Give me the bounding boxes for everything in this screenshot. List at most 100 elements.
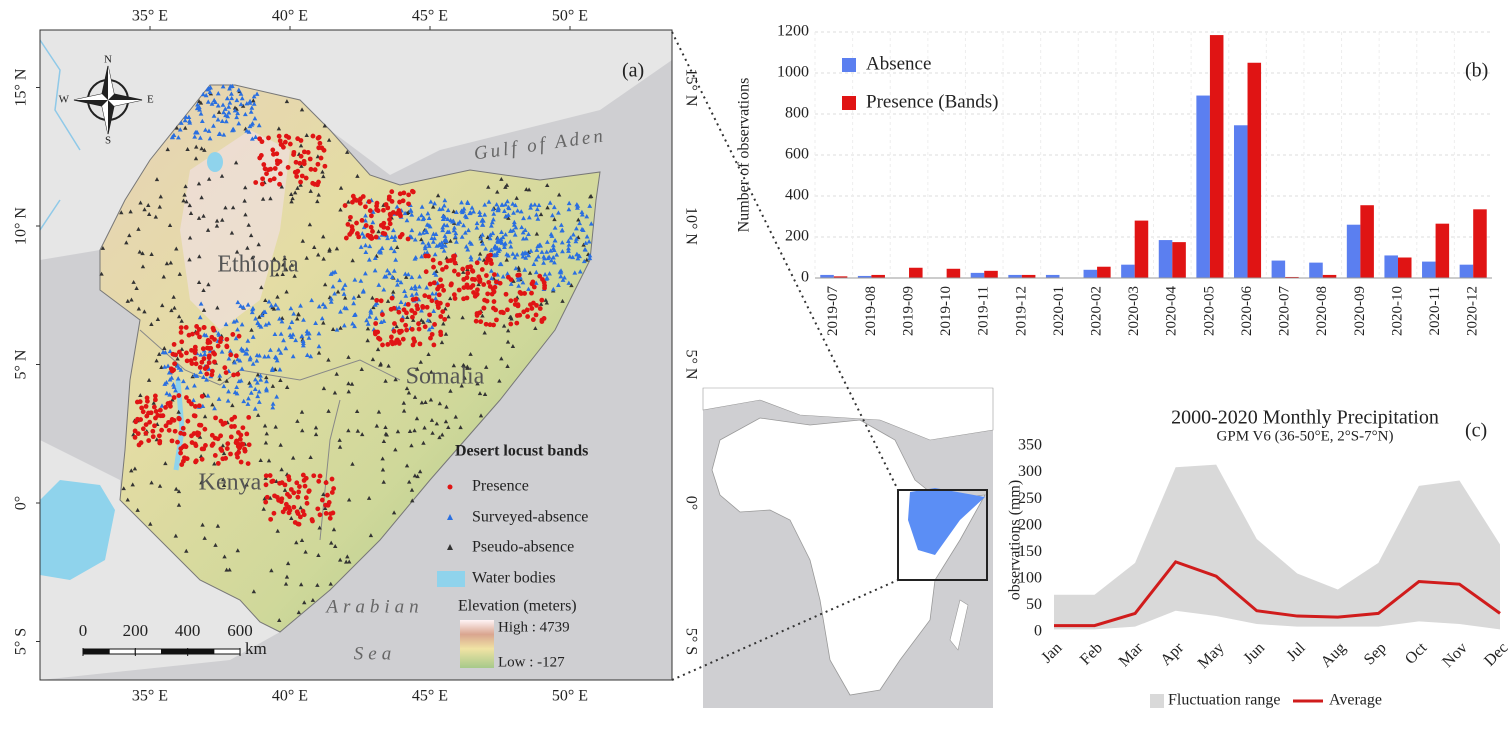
legend-title: Desert locust bands	[455, 443, 588, 460]
point-marker	[318, 474, 323, 479]
point-marker	[133, 419, 138, 424]
point-marker	[144, 414, 149, 419]
bar	[1196, 96, 1210, 278]
point-marker	[491, 323, 496, 328]
legend-label: Fluctuation range	[1168, 692, 1280, 709]
x-tick-label: Feb	[1077, 639, 1106, 668]
point-marker	[517, 313, 522, 318]
point-marker	[501, 310, 506, 315]
point-marker	[317, 135, 322, 140]
point-marker	[399, 329, 404, 334]
point-marker	[193, 348, 198, 353]
bar	[1135, 221, 1149, 278]
bar	[1473, 209, 1487, 278]
point-marker	[380, 343, 385, 348]
x-tick-label: 2020-09	[1352, 286, 1368, 336]
point-marker	[194, 458, 199, 463]
point-marker	[394, 338, 399, 343]
bar	[1384, 255, 1398, 278]
point-marker	[209, 372, 214, 377]
point-marker	[411, 190, 416, 195]
point-marker	[534, 303, 539, 308]
point-marker	[508, 298, 513, 303]
point-marker	[460, 267, 465, 272]
point-marker	[264, 171, 269, 176]
y-tick-label: 800	[785, 105, 809, 122]
point-marker	[401, 198, 406, 203]
x-tick-label: Mar	[1116, 639, 1147, 670]
point-marker	[295, 509, 300, 514]
point-marker	[219, 336, 224, 341]
point-marker	[488, 253, 493, 258]
point-marker	[280, 480, 285, 485]
point-marker	[385, 226, 390, 231]
point-marker	[489, 261, 494, 266]
y-tick-label: 200	[785, 228, 809, 245]
legend-label: Presence	[472, 478, 529, 495]
point-marker	[378, 337, 383, 342]
point-marker	[179, 462, 184, 467]
point-marker	[298, 515, 303, 520]
point-marker	[176, 416, 181, 421]
point-marker	[374, 298, 379, 303]
point-marker	[277, 134, 282, 139]
y-tick-label: 300	[1018, 463, 1042, 480]
point-marker	[316, 479, 321, 484]
point-marker	[304, 495, 309, 500]
point-marker	[441, 288, 446, 293]
point-marker	[319, 156, 324, 161]
bar	[909, 268, 923, 278]
x-tick-label: May	[1195, 639, 1228, 672]
point-marker	[185, 456, 190, 461]
point-marker	[264, 473, 269, 478]
point-marker	[268, 167, 273, 172]
point-marker	[534, 313, 539, 318]
legend-swatch	[842, 96, 856, 110]
point-marker	[387, 217, 392, 222]
point-marker	[167, 428, 172, 433]
x-tick-label: Nov	[1439, 639, 1471, 671]
point-marker	[236, 430, 241, 435]
point-marker	[403, 323, 408, 328]
legend-swatch	[842, 58, 856, 72]
point-marker	[350, 228, 355, 233]
point-marker	[172, 395, 177, 400]
point-marker	[207, 353, 212, 358]
point-marker	[316, 162, 321, 167]
point-marker	[348, 215, 353, 220]
point-marker	[139, 440, 144, 445]
point-marker	[324, 480, 329, 485]
point-marker	[406, 302, 411, 307]
point-marker	[529, 291, 534, 296]
point-marker	[318, 141, 323, 146]
point-marker	[530, 281, 535, 286]
y-tick-label: 400	[785, 187, 809, 204]
point-marker	[149, 410, 154, 415]
x-tick-label: 2020-03	[1126, 286, 1142, 336]
lon-label: 35° E	[132, 688, 168, 705]
lat-label: 15° N	[682, 69, 699, 107]
legend-label: Average	[1329, 692, 1382, 709]
point-marker	[406, 237, 411, 242]
point-marker	[410, 315, 415, 320]
x-tick-label: 2019-10	[938, 286, 954, 336]
point-marker	[189, 433, 194, 438]
point-marker	[195, 331, 200, 336]
point-marker	[364, 223, 369, 228]
point-marker	[230, 332, 235, 337]
bar	[1360, 205, 1374, 278]
point-marker	[482, 298, 487, 303]
lon-label: 35° E	[132, 8, 168, 25]
lat-label: 10° N	[13, 207, 30, 245]
point-marker	[478, 277, 483, 282]
scale-unit: km	[245, 639, 267, 658]
point-marker	[396, 310, 401, 315]
point-marker	[474, 319, 479, 324]
point-marker	[328, 516, 333, 521]
x-tick-label: 2020-05	[1201, 286, 1217, 336]
point-marker	[158, 408, 163, 413]
point-marker	[179, 325, 184, 330]
point-marker	[417, 327, 422, 332]
x-tick-label: 2019-12	[1013, 286, 1029, 336]
scale-label: 400	[175, 621, 201, 640]
